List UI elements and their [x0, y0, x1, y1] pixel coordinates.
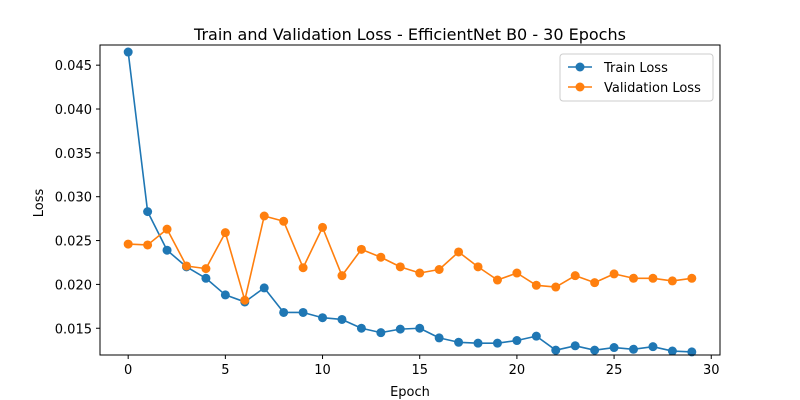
series-1-point: [512, 268, 522, 278]
series-1-point: [551, 282, 561, 292]
series-1-point: [201, 264, 211, 274]
legend-marker-0: [575, 62, 585, 72]
series-0-point: [473, 338, 483, 348]
series-0-point: [220, 290, 230, 300]
series-0-point: [356, 323, 366, 333]
series-0-point: [590, 345, 600, 355]
series-1-point: [648, 273, 658, 283]
series-0-point: [279, 307, 289, 317]
series-0-point: [667, 346, 677, 356]
series-1-point: [181, 261, 191, 271]
series-1-point: [259, 211, 269, 221]
series-1-point: [434, 264, 444, 274]
x-tick-label: 15: [411, 363, 428, 378]
series-0-point: [570, 341, 580, 351]
x-tick-label: 0: [124, 363, 132, 378]
series-0-point: [162, 245, 172, 255]
legend-box: [559, 53, 714, 102]
series-0-point: [318, 313, 328, 323]
chart-title: Train and Validation Loss - EfficientNet…: [193, 25, 626, 44]
series-line-1: [127, 215, 693, 301]
plot-area: 0 5 10 15 20 25 30 0.015 0.020 0.025 0.030 0.035 0.0…: [55, 44, 721, 378]
y-tick-label: 0.025: [55, 235, 92, 250]
series-1-point: [123, 239, 133, 249]
series-0-point: [298, 307, 308, 317]
series-0-point: [123, 47, 133, 57]
legend: Train Loss Validation Loss: [559, 53, 714, 102]
series-0-point: [376, 328, 386, 338]
series-1-point: [298, 263, 308, 273]
series-0-point: [395, 324, 405, 334]
series-1-point: [687, 273, 697, 283]
series-0-point: [531, 331, 541, 341]
series-1-point: [395, 262, 405, 272]
series-1-point: [279, 216, 289, 226]
x-tick-label: 25: [606, 363, 623, 378]
series-0-point: [415, 323, 425, 333]
x-tick-label: 30: [703, 363, 720, 378]
series-1-point: [629, 273, 639, 283]
series-1-point: [454, 247, 464, 257]
series-0-point: [629, 344, 639, 354]
series-0-point: [512, 336, 522, 346]
legend-marker-1: [575, 82, 585, 92]
series-1-point: [531, 280, 541, 290]
series-0-point: [648, 342, 658, 352]
series-0-point: [337, 314, 347, 324]
y-tick-label: 0.035: [55, 147, 92, 162]
x-tick-label: 5: [221, 363, 229, 378]
series-1-point: [609, 269, 619, 279]
series-0-point: [454, 337, 464, 347]
y-tick-label: 0.045: [55, 59, 92, 74]
x-tick-label: 10: [314, 363, 331, 378]
series-1-point: [376, 252, 386, 262]
series-0-point: [609, 343, 619, 353]
series-1-point: [240, 295, 250, 305]
series-1-point: [318, 222, 328, 232]
series-1-point: [337, 271, 347, 281]
series-0-point: [492, 338, 502, 348]
series-0-point: [201, 273, 211, 283]
y-axis-label: Loss: [32, 189, 47, 218]
series-1-point: [492, 275, 502, 285]
series-1-point: [667, 276, 677, 286]
series-1-point: [473, 262, 483, 272]
series-0-point: [434, 333, 444, 343]
x-axis-label: Epoch: [390, 385, 430, 400]
y-tick-label: 0.020: [55, 278, 92, 293]
series-1-point: [356, 244, 366, 254]
series-0-point: [143, 207, 153, 217]
y-tick-label: 0.030: [55, 191, 92, 206]
series-1-point: [590, 278, 600, 288]
series-0-point: [687, 347, 697, 357]
series-1-point: [143, 240, 153, 250]
series-1-point: [162, 224, 172, 234]
series-0-point: [551, 345, 561, 355]
series-1-point: [415, 268, 425, 278]
y-tick-label: 0.015: [55, 322, 92, 337]
legend-label-1: Validation Loss: [604, 81, 701, 96]
legend-label-0: Train Loss: [603, 61, 668, 76]
series-0-point: [259, 283, 269, 293]
axes-frame: [99, 44, 721, 356]
series-1-point: [570, 271, 580, 281]
y-tick-label: 0.040: [55, 103, 92, 118]
series-1-point: [220, 228, 230, 238]
x-tick-label: 20: [509, 363, 526, 378]
